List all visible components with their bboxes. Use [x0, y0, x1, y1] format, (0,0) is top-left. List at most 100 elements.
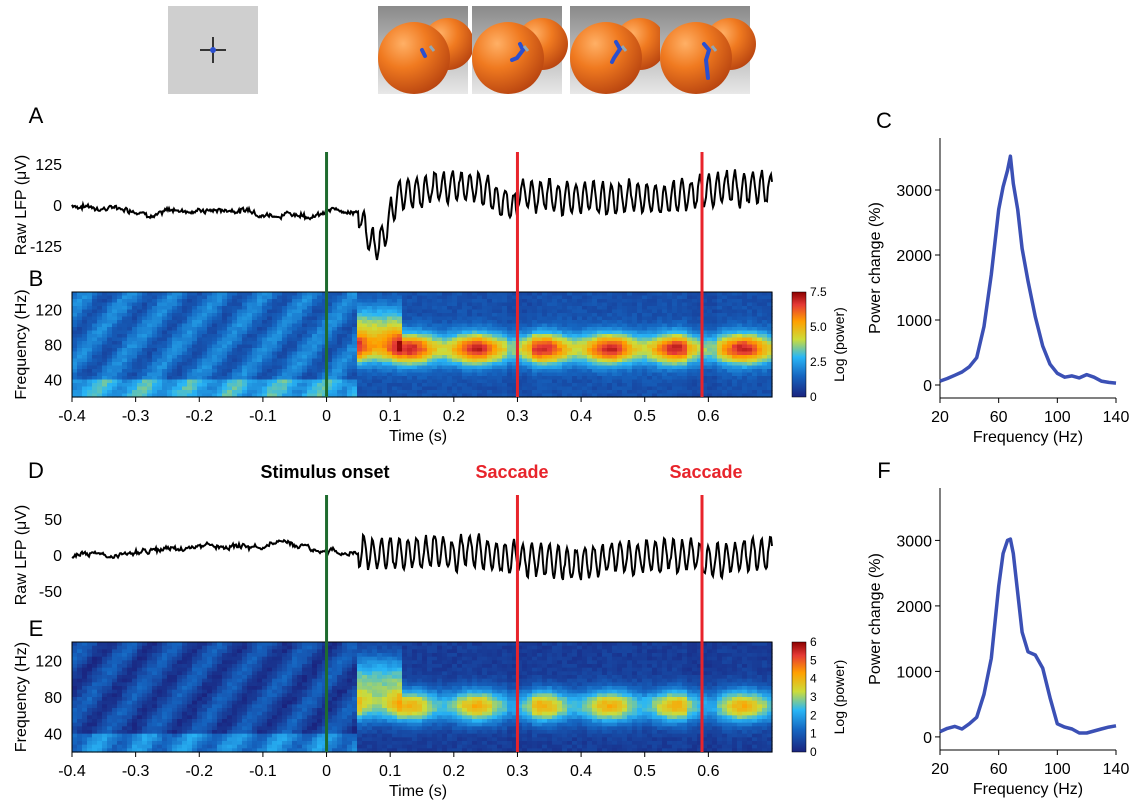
xtick-B-0.4: 0.4 [570, 408, 592, 425]
xtick-E-0.6: 0.6 [697, 763, 719, 780]
xtick-C-60: 60 [990, 409, 1008, 426]
colorbar-E [791, 641, 807, 753]
spectrum-line-C [939, 154, 1117, 385]
x-axis-label-B: Time (s) [389, 428, 447, 445]
xtick-B--0.3: -0.3 [122, 408, 150, 425]
panel-label-C: C [876, 108, 892, 133]
xtick-E--0.2: -0.2 [185, 763, 213, 780]
stimulus-frame-orange-gaze-2 [472, 6, 568, 94]
panel-label-D: D [28, 458, 44, 483]
xtick-E-0.3: 0.3 [506, 763, 528, 780]
xtick-B-0.2: 0.2 [443, 408, 465, 425]
ytick-A-125: 125 [35, 157, 62, 174]
gaze-path [610, 40, 623, 64]
y-axis-label-C: Power change (%) [867, 202, 884, 334]
colorbar-tick-E-1: 1 [810, 727, 817, 741]
y-axis-label-B: Frequency (Hz) [13, 289, 30, 399]
ytick-D-50: 50 [44, 512, 62, 529]
stimulus-frame-orange-gaze-4 [660, 6, 756, 94]
panel-F-spectrum: F 0 1000 2000 3000 20 60 100 140 Frequency (Hz) Po… [867, 458, 1129, 798]
xtick-B--0.1: -0.1 [249, 408, 277, 425]
xtick-C-140: 140 [1103, 409, 1130, 426]
colorbar-B [791, 291, 807, 398]
panel-label-B: B [29, 266, 44, 291]
ytick-D-0: 0 [53, 548, 62, 565]
xtick-E-0: 0 [322, 763, 331, 780]
xtick-E--0.3: -0.3 [122, 763, 150, 780]
xtick-B--0.2: -0.2 [185, 408, 213, 425]
lfp-trace-A [71, 169, 773, 261]
orange-front [570, 22, 642, 94]
ytick-E-80: 80 [44, 690, 62, 707]
colorbar-tick-B-0: 0 [810, 390, 817, 404]
y-axis-label-D: Raw LFP (μV) [13, 505, 30, 606]
orange-front [378, 22, 450, 94]
heatmap-cells-E [72, 642, 773, 753]
saccade-label-2: Saccade [669, 462, 742, 482]
colorbar-tick-B-2.5: 2.5 [810, 355, 827, 369]
ytick-F-3000: 3000 [896, 533, 932, 550]
event-labels: D Stimulus onset Saccade Saccade [28, 458, 742, 483]
heatmap-cells-B [72, 292, 773, 398]
xtick-F-60: 60 [990, 761, 1008, 778]
colorbar-tick-E-5: 5 [810, 653, 817, 667]
xtick-E-0.5: 0.5 [634, 763, 656, 780]
xtick-F-20: 20 [931, 761, 949, 778]
gaze-trail [620, 45, 628, 52]
xtick-B-0: 0 [322, 408, 331, 425]
y-axis-label-A: Raw LFP (μV) [13, 155, 30, 256]
ytick-C-1000: 1000 [896, 313, 932, 330]
stimulus-frame-orange-gaze-1 [378, 6, 474, 94]
stimulus-onset-label: Stimulus onset [260, 462, 389, 482]
panel-D-lfp: 50 0 -50 Raw LFP (μV) [13, 505, 773, 606]
ytick-B-40: 40 [44, 373, 62, 390]
gaze-trail [428, 45, 436, 52]
lfp-trace-D [71, 532, 773, 581]
ytick-E-40: 40 [44, 727, 62, 744]
gaze-path [702, 42, 712, 80]
xtick-B-0.6: 0.6 [697, 408, 719, 425]
xtick-B-0.5: 0.5 [634, 408, 656, 425]
colorbar-tick-E-6: 6 [810, 635, 817, 649]
heatmap-frame-E [71, 641, 773, 753]
ytick-A-0: 0 [53, 198, 62, 215]
xtick-E-0.2: 0.2 [443, 763, 465, 780]
gaze-path [420, 48, 427, 58]
gaze-trail [522, 45, 530, 52]
ytick-C-2000: 2000 [896, 248, 932, 265]
ytick-A--125: -125 [30, 239, 62, 256]
event-lines-bottom [325, 495, 704, 752]
colorbar-tick-E-4: 4 [810, 672, 817, 686]
xtick-C-20: 20 [931, 409, 949, 426]
xtick-E--0.4: -0.4 [58, 763, 86, 780]
ytick-D--50: -50 [39, 584, 62, 601]
ytick-B-80: 80 [44, 338, 62, 355]
colorbar-tick-B-7.5: 7.5 [810, 285, 827, 299]
saccade-label-1: Saccade [475, 462, 548, 482]
xtick-B-0.3: 0.3 [506, 408, 528, 425]
colorbar-tick-E-0: 0 [810, 745, 817, 759]
panel-B-spectrogram: B 40 80 120 Frequency (Hz) -0.4 -0.3 -0.2 -0.1 0 0… [13, 266, 847, 445]
xtick-F-140: 140 [1103, 761, 1130, 778]
y-axis-label-E: Frequency (Hz) [13, 642, 30, 752]
ytick-C-3000: 3000 [896, 183, 932, 200]
orange-front [472, 22, 544, 94]
stimulus-strip [168, 6, 756, 94]
xtick-B--0.4: -0.4 [58, 408, 86, 425]
stimulus-frame-fixation-cross [168, 6, 258, 94]
panel-label-F: F [877, 458, 890, 483]
spectrum-line-F [939, 537, 1117, 735]
stimulus-frame-orange-gaze-3 [570, 6, 666, 94]
colorbar-label-B: Log (power) [831, 307, 847, 382]
orange-front [660, 22, 732, 94]
colorbar-tick-E-2: 2 [810, 708, 817, 722]
xtick-C-100: 100 [1044, 409, 1071, 426]
colorbar-tick-E-3: 3 [810, 690, 817, 704]
xtick-E--0.1: -0.1 [249, 763, 277, 780]
panel-label-E: E [29, 616, 44, 641]
ytick-E-120: 120 [35, 653, 62, 670]
xtick-E-0.1: 0.1 [379, 763, 401, 780]
ytick-C-0: 0 [923, 378, 932, 395]
colorbar-tick-B-5.0: 5.0 [810, 320, 827, 334]
